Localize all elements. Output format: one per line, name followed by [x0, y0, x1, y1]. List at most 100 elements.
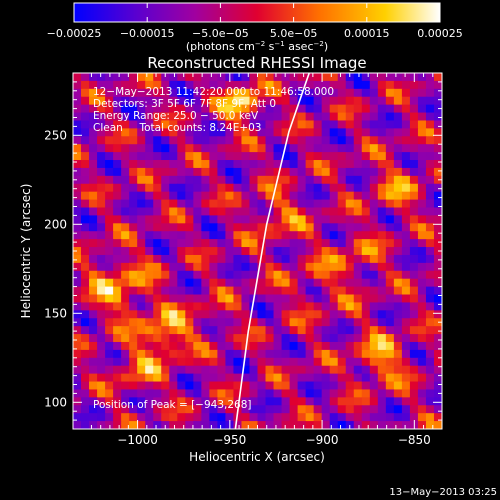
heatmap-cell [169, 270, 178, 280]
heatmap-cell [185, 389, 194, 398]
heatmap-cell [81, 373, 90, 383]
heatmap-cell [113, 175, 122, 185]
heatmap-cell [145, 239, 154, 248]
heatmap-cell [393, 128, 403, 137]
heatmap-cell [353, 286, 363, 296]
heatmap-cell [265, 294, 275, 304]
heatmap-cell [97, 207, 106, 216]
heatmap-cell [433, 349, 442, 359]
heatmap-cell [73, 286, 82, 296]
heatmap-cell [193, 278, 202, 288]
heatmap-cell [153, 96, 162, 106]
heatmap-cell [361, 286, 371, 296]
heatmap-cell [81, 144, 90, 153]
heatmap-cell [417, 373, 427, 383]
heatmap-cell [393, 191, 403, 201]
heatmap-cell [401, 160, 411, 169]
heatmap-cell [433, 88, 442, 98]
heatmap-cell [329, 254, 339, 264]
heatmap-cell [161, 120, 170, 129]
heatmap-cell [265, 349, 275, 359]
heatmap-cell [337, 231, 347, 240]
heatmap-cell [289, 247, 299, 256]
heatmap-cell [185, 349, 194, 359]
heatmap-cell [241, 397, 251, 406]
heatmap-cell [345, 302, 355, 311]
heatmap-cell [313, 88, 323, 98]
heatmap-cell [185, 405, 194, 414]
heatmap-cell [257, 349, 267, 359]
heatmap-cell [137, 215, 146, 224]
heatmap-cell [129, 405, 138, 414]
heatmap-cell [369, 144, 379, 153]
heatmap-cell [377, 215, 387, 224]
heatmap-cell [393, 207, 403, 216]
heatmap-cell [385, 96, 395, 106]
heatmap-cell [433, 247, 442, 256]
heatmap-cell [345, 104, 355, 114]
heatmap-cell [337, 326, 347, 335]
heatmap-cell [321, 381, 331, 391]
heatmap-cell [209, 278, 218, 288]
heatmap-cell [425, 365, 435, 375]
heatmap-cell [129, 278, 138, 288]
heatmap-cell [329, 231, 339, 240]
heatmap-cell [409, 96, 419, 106]
heatmap-cell [241, 286, 251, 296]
heatmap-cell [113, 270, 122, 280]
heatmap-cell [273, 373, 283, 383]
heatmap-cell [225, 152, 235, 161]
y-tick-label: 200 [44, 217, 67, 231]
heatmap-cell [337, 357, 347, 367]
heatmap-cell [129, 160, 138, 169]
heatmap-cell [289, 223, 299, 232]
heatmap-cell [313, 73, 323, 82]
heatmap-cell [425, 80, 435, 90]
heatmap-cell [345, 96, 355, 106]
heatmap-cell [209, 397, 218, 406]
heatmap-cell [121, 286, 130, 296]
heatmap-cell [329, 191, 339, 201]
heatmap-cell [257, 421, 267, 429]
heatmap-cell [321, 357, 331, 367]
heatmap-cell [329, 239, 339, 248]
heatmap-cell [105, 144, 114, 153]
heatmap-cell [329, 278, 339, 288]
heatmap-cell [265, 191, 275, 201]
heatmap-cell [337, 144, 347, 153]
heatmap-cell [105, 421, 114, 429]
heatmap-cell [377, 88, 387, 98]
heatmap-cell [409, 357, 419, 367]
heatmap-cell [409, 231, 419, 240]
heatmap-cell [409, 128, 419, 137]
heatmap-cell [265, 215, 275, 224]
heatmap-cell [169, 160, 178, 169]
heatmap-cell [425, 389, 435, 398]
heatmap-cell [137, 405, 146, 414]
heatmap-cell [105, 302, 114, 311]
heatmap-cell [249, 262, 259, 272]
heatmap-cell [81, 294, 90, 304]
heatmap-cell [409, 152, 419, 161]
heatmap-cell [433, 357, 442, 367]
heatmap-cell [305, 286, 315, 296]
heatmap-cell [337, 80, 347, 90]
heatmap-cell [169, 278, 178, 288]
heatmap-cell [97, 247, 106, 256]
heatmap-cell [201, 199, 210, 209]
heatmap-cell [265, 341, 275, 351]
heatmap-cell [145, 310, 154, 319]
heatmap-cell [281, 318, 291, 327]
heatmap-cell [425, 199, 435, 209]
heatmap-cell [305, 231, 315, 240]
annotation-energy-range: Energy Range: 25.0 − 50.0 keV [93, 110, 259, 122]
heatmap-cell [113, 152, 122, 161]
heatmap-cell [433, 389, 442, 398]
heatmap-cell [289, 310, 299, 319]
heatmap-cell [153, 152, 162, 161]
heatmap-cell [273, 167, 283, 177]
heatmap-cell [257, 191, 267, 201]
heatmap-cell [153, 128, 162, 137]
heatmap-cell [297, 120, 307, 129]
heatmap-cell [201, 120, 210, 129]
